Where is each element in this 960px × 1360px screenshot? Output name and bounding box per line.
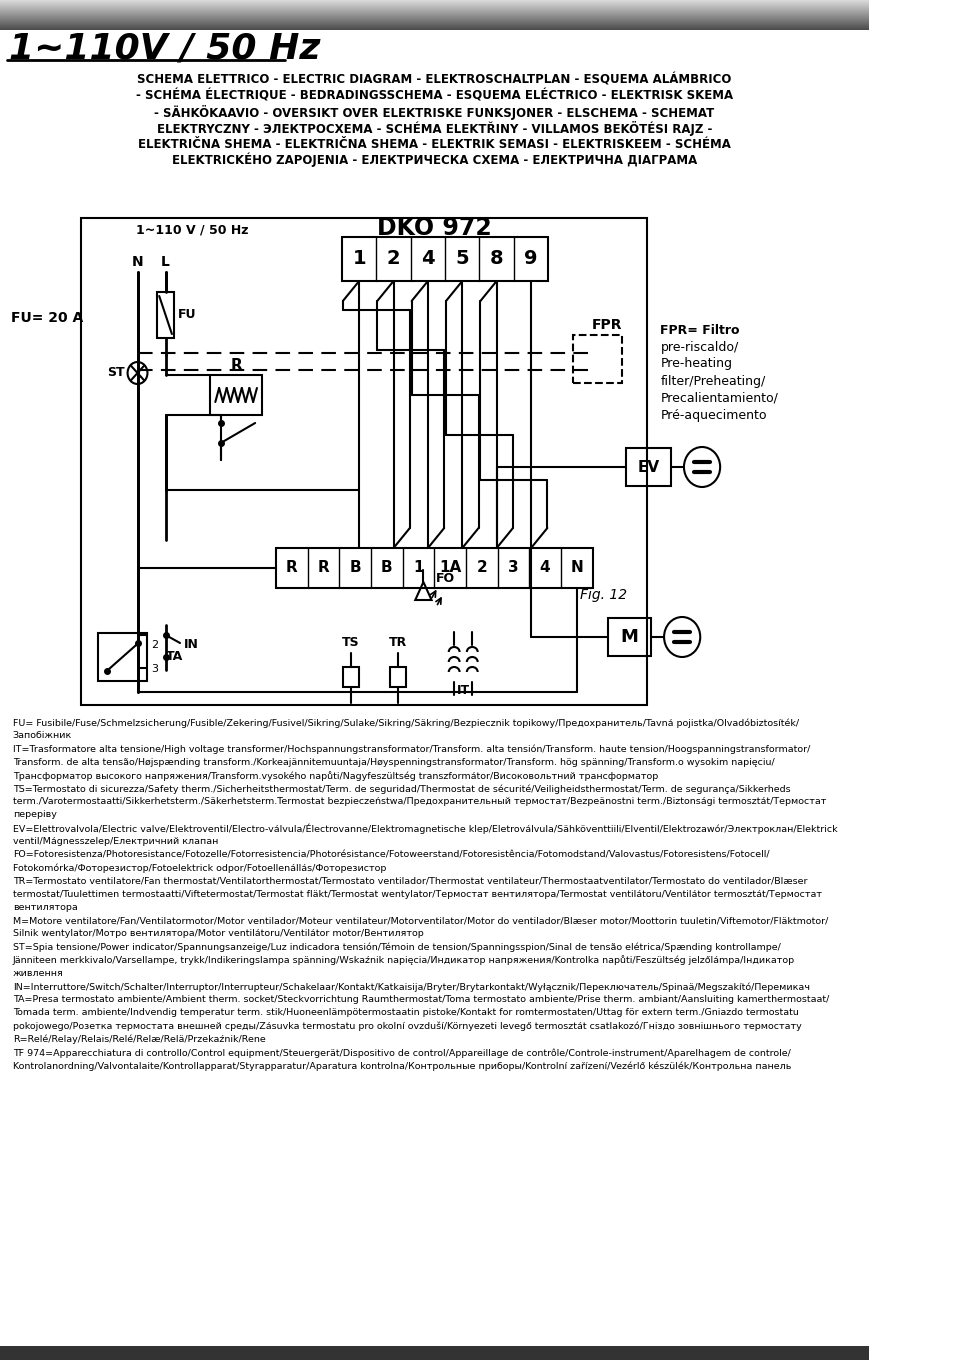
Text: B: B [349, 560, 361, 575]
Text: ELEKTRIČNA SHEMA - ELEKTRIČNA SHEMA - ELEKTRIK SEMASI - ELEKTRISKEEM - SCHÉMA: ELEKTRIČNA SHEMA - ELEKTRIČNA SHEMA - EL… [138, 137, 731, 151]
Text: FO=Fotoresistenza/Photoresistance/Fotozelle/Fotorresistencia/Photorésistance/Fot: FO=Fotoresistenza/Photoresistance/Fotoze… [12, 850, 769, 860]
Bar [608, 617, 652, 656]
Text: Fig. 12: Fig. 12 [580, 588, 627, 602]
Text: N: N [132, 256, 143, 269]
Text: Jänniteen merkkivalo/Varsellampe, trykk/Indikeringslampa spänning/Wskaźnik napię: Jänniteen merkkivalo/Varsellampe, trykk/… [12, 956, 795, 966]
Text: 1A: 1A [439, 560, 461, 575]
Text: Transform. de alta tensão/Højspænding transform./Korkeajännitemuuntaja/Høyspenni: Transform. de alta tensão/Højspænding tr… [12, 758, 775, 767]
Bar [82, 218, 647, 704]
Text: EV=Elettrovalvola/Electric valve/Elektroventil/Electro-válvula/Électrovanne/Elek: EV=Elettrovalvola/Electric valve/Elektro… [12, 824, 837, 834]
Text: 2: 2 [387, 249, 400, 268]
Bar [573, 335, 622, 384]
Bar [342, 237, 548, 282]
Text: IT: IT [457, 684, 469, 696]
Text: 9: 9 [524, 249, 538, 268]
Text: TF 974=Apparecchiatura di controllo/Control equipment/Steuergerät/Dispositivo de: TF 974=Apparecchiatura di controllo/Cont… [12, 1049, 790, 1058]
Text: FPR= Filtro: FPR= Filtro [660, 324, 740, 336]
Text: M=Motore ventilatore/Fan/Ventilatormotor/Motor ventilador/Moteur ventilateur/Mot: M=Motore ventilatore/Fan/Ventilatormotor… [12, 917, 828, 925]
Text: TR=Termostato ventilatore/Fan thermostat/Ventilatorthermostat/Termostato ventila: TR=Termostato ventilatore/Fan thermostat… [12, 876, 807, 885]
Text: L: L [161, 256, 170, 269]
Text: ELEKTRYCZNY - ЭЛЕКТРОСХЕМА - SCHÉMA ELEKTŘINY - VILLAMOS BEKÖTÉSI RAJZ -: ELEKTRYCZNY - ЭЛЕКТРОСХЕМА - SCHÉMA ELEK… [156, 121, 712, 136]
Text: 2: 2 [151, 641, 158, 650]
Text: - SÄHKÖKAAVIO - OVERSIKT OVER ELEKTRISKE FUNKSJONER - ELSCHEMA - SCHEMAT: - SÄHKÖKAAVIO - OVERSIKT OVER ELEKTRISKE… [155, 105, 714, 120]
Text: R: R [318, 560, 329, 575]
Bar [98, 632, 148, 681]
Text: TA: TA [165, 650, 182, 664]
Text: Silnik wentylator/Мотро вентилятора/Motor ventilátoru/Ventilátor motor/Вентилято: Silnik wentylator/Мотро вентилятора/Moto… [12, 929, 423, 938]
Text: 4: 4 [540, 560, 550, 575]
Text: 3: 3 [508, 560, 518, 575]
Text: 1~110V / 50 Hz: 1~110V / 50 Hz [9, 31, 321, 65]
Text: EV: EV [637, 460, 660, 475]
Text: termostat/Tuulettimen termostaatti/Viftetermostat/Termostat fläkt/Termostat went: termostat/Tuulettimen termostaatti/Vifte… [12, 889, 822, 899]
Text: B: B [381, 560, 393, 575]
Text: ventil/Mágnesszelep/Електричний клапан: ventil/Mágnesszelep/Електричний клапан [12, 836, 218, 846]
Text: 2: 2 [476, 560, 487, 575]
Text: Pre-heating: Pre-heating [660, 358, 732, 370]
Text: переріву: переріву [12, 811, 57, 820]
Text: DKO 972: DKO 972 [377, 216, 492, 239]
Text: 8: 8 [490, 249, 503, 268]
Text: TS=Termostato di sicurezza/Safety therm./Sicherheitsthermostat/Term. de segurida: TS=Termostato di sicurezza/Safety therm.… [12, 783, 790, 793]
Text: M: M [621, 628, 638, 646]
Text: ST: ST [108, 366, 125, 379]
Text: Запобіжник: Запобіжник [12, 732, 72, 740]
Text: Kontrolanordning/Valvontalaite/Kontrollapparat/Styrapparatur/Aparatura kontrolna: Kontrolanordning/Valvontalaite/Kontrolla… [12, 1061, 791, 1070]
Text: TA=Presa termostato ambiente/Ambient therm. socket/Steckvorrichtung Raumthermost: TA=Presa termostato ambiente/Ambient the… [12, 996, 829, 1004]
Text: FO: FO [436, 571, 455, 585]
Text: 3: 3 [151, 664, 158, 675]
Bar [276, 548, 592, 588]
Text: Precalientamiento/: Precalientamiento/ [660, 392, 779, 404]
Bar [626, 447, 671, 486]
Text: 1: 1 [352, 249, 366, 268]
Text: Трансформатор высокого напряжения/Transform.vysokého napůti/Nagyfeszültség trans: Трансформатор высокого напряжения/Transf… [12, 771, 658, 781]
Text: R: R [286, 560, 298, 575]
Text: Fotokomórka/Фоторезистор/Fotoelektrick odpor/Fotoellenállás/Фоторезистор: Fotokomórka/Фоторезистор/Fotoelektrick o… [12, 864, 386, 873]
Text: - SCHÉMA ÉLECTRIQUE - BEDRADINGSSCHEMA - ESQUEMA ELÉCTRICO - ELEKTRISK SKEMA: - SCHÉMA ÉLECTRIQUE - BEDRADINGSSCHEMA -… [135, 90, 732, 102]
Text: SCHEMA ELETTRICO - ELECTRIC DIAGRAM - ELEKTROSCHALTPLAN - ESQUEMA ALÁMBRICO: SCHEMA ELETTRICO - ELECTRIC DIAGRAM - EL… [137, 73, 732, 87]
Bar [390, 666, 406, 687]
Text: pre-riscaldo/: pre-riscaldo/ [660, 340, 738, 354]
Bar [0, 1346, 869, 1360]
Text: Pré-aquecimento: Pré-aquecimento [660, 408, 767, 422]
Text: pokojowego/Розетка термостата внешней среды/Zásuvka termostatu pro okolní ovzduš: pokojowego/Розетка термостата внешней ср… [12, 1021, 802, 1031]
Text: 5: 5 [455, 249, 469, 268]
Text: вентилятора: вентилятора [12, 903, 78, 911]
Text: R: R [230, 359, 242, 374]
Text: ELEKTRICKÉHO ZAPOJENIA - ЕЛЕКТРИЧЕСКА СХЕМА - ЕЛЕКТРИЧНА ДІАГРАМА: ELEKTRICKÉHO ZAPOJENIA - ЕЛЕКТРИЧЕСКА СХ… [172, 152, 697, 167]
Text: TR: TR [389, 635, 407, 649]
Text: FU= 20 A: FU= 20 A [11, 311, 84, 325]
Text: 4: 4 [421, 249, 435, 268]
Text: FU= Fusibile/Fuse/Schmelzsicherung/Fusible/Zekering/Fusivel/Sikring/Sulake/Sikri: FU= Fusibile/Fuse/Schmelzsicherung/Fusib… [12, 718, 799, 728]
Text: R=Relé/Relay/Relais/Relé/Relæ/Relä/Przekaźnik/Rene: R=Relé/Relay/Relais/Relé/Relæ/Relä/Przek… [12, 1035, 265, 1044]
Text: 1~110 V / 50 Hz: 1~110 V / 50 Hz [135, 223, 249, 237]
Text: N: N [570, 560, 583, 575]
Text: filter/Preheating/: filter/Preheating/ [660, 374, 766, 388]
Text: 1: 1 [413, 560, 423, 575]
Bar [210, 375, 262, 415]
Text: живлення: живлення [12, 968, 63, 978]
Text: IT=Trasformatore alta tensione/High voltage transformer/Hochspannungstransformat: IT=Trasformatore alta tensione/High volt… [12, 744, 810, 753]
Text: IN=Interruttore/Switch/Schalter/Interruptor/Interrupteur/Schakelaar/Kontakt/Katk: IN=Interruttore/Switch/Schalter/Interrup… [12, 982, 809, 991]
Text: FPR: FPR [591, 318, 622, 332]
Text: Tomada term. ambiente/Indvendig temperatur term. stik/Huoneenlämpötermostaatin p: Tomada term. ambiente/Indvendig temperat… [12, 1008, 799, 1017]
Text: FU: FU [179, 309, 197, 321]
Text: term./Varotermostaatti/Sikkerhetsterm./Säkerhetsterm.Termostat bezpieczeństwa/Пр: term./Varotermostaatti/Sikkerhetsterm./S… [12, 797, 826, 806]
Text: IN: IN [183, 638, 199, 651]
Text: TS: TS [342, 635, 360, 649]
Bar [157, 292, 174, 339]
Text: ST=Spia tensione/Power indicator/Spannungsanzeige/Luz indicadora tensión/Témoin : ST=Spia tensione/Power indicator/Spannun… [12, 942, 780, 952]
Bar [343, 666, 359, 687]
